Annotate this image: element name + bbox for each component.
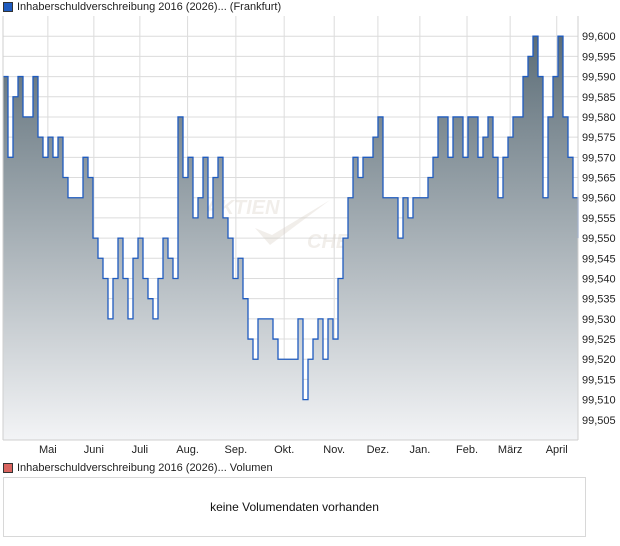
x-tick-label: Aug.	[176, 444, 199, 456]
x-tick-label: Juli	[132, 444, 149, 456]
y-tick-label: 99,595	[582, 51, 616, 63]
volume-legend-swatch	[3, 463, 13, 473]
price-chart: AKTIEN CHECK 99,50599,51099,51599,52099,…	[2, 16, 616, 456]
price-legend-swatch	[3, 2, 13, 12]
x-tick-label: Dez.	[367, 444, 390, 456]
volume-panel: keine Volumendaten vorhanden	[3, 477, 586, 537]
x-tick-label: Feb.	[456, 444, 478, 456]
y-tick-label: 99,585	[582, 92, 616, 104]
y-tick-label: 99,525	[582, 334, 616, 346]
x-axis: Mai Juni Juli Aug. Sep. Okt. Nov. Dez. Jan. Feb. M…	[39, 444, 568, 456]
y-tick-label: 99,550	[582, 233, 616, 245]
volume-legend: Inhaberschuldverschreibung 2016 (2026)..…	[3, 462, 273, 474]
y-tick-label: 99,575	[582, 132, 616, 144]
x-tick-label: Jan.	[409, 444, 430, 456]
x-tick-label: März	[498, 444, 522, 456]
y-tick-label: 99,545	[582, 253, 616, 265]
y-tick-label: 99,590	[582, 72, 616, 84]
volume-legend-label: Inhaberschuldverschreibung 2016 (2026)..…	[17, 462, 273, 474]
y-tick-label: 99,555	[582, 213, 616, 225]
y-tick-label: 99,570	[582, 152, 616, 164]
y-tick-label: 99,505	[582, 415, 616, 427]
x-tick-label: Nov.	[323, 444, 345, 456]
x-tick-label: Sep.	[225, 444, 248, 456]
y-tick-label: 99,515	[582, 374, 616, 386]
volume-empty-message: keine Volumendaten vorhanden	[210, 500, 379, 514]
y-tick-label: 99,560	[582, 193, 616, 205]
y-tick-label: 99,600	[582, 31, 616, 43]
y-tick-label: 99,540	[582, 273, 616, 285]
price-area-fill	[3, 36, 578, 440]
y-tick-label: 99,580	[582, 112, 616, 124]
y-tick-label: 99,510	[582, 395, 616, 407]
x-tick-label: Juni	[84, 444, 104, 456]
price-legend: Inhaberschuldverschreibung 2016 (2026)..…	[3, 1, 281, 13]
x-tick-label: April	[546, 444, 568, 456]
y-tick-label: 99,565	[582, 173, 616, 185]
y-tick-label: 99,530	[582, 314, 616, 326]
y-tick-label: 99,520	[582, 354, 616, 366]
y-axis: 99,505 99,510 99,515 99,520 99,525 99,530 99,5…	[582, 31, 616, 427]
price-legend-label: Inhaberschuldverschreibung 2016 (2026)..…	[17, 1, 282, 13]
x-tick-label: Mai	[39, 444, 57, 456]
price-series-line	[3, 35, 579, 401]
x-tick-label: Okt.	[274, 444, 294, 456]
y-tick-label: 99,535	[582, 294, 616, 306]
